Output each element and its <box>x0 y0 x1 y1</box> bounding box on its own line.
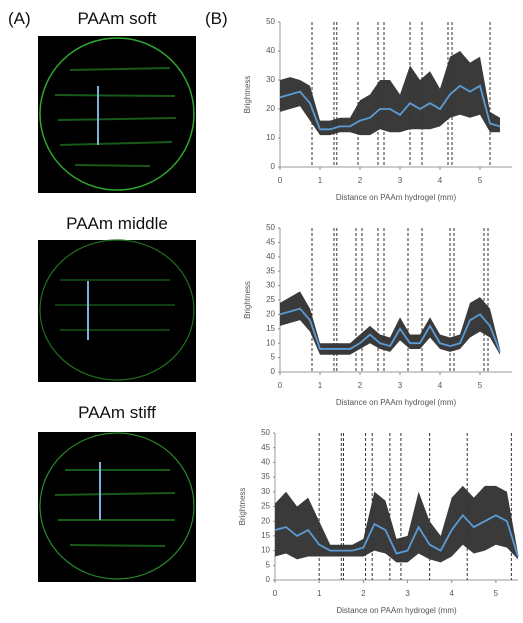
range-band <box>280 291 500 355</box>
x-axis-label: Distance on PAAm hydrogel (mm) <box>336 606 457 615</box>
image-title: PAAm stiff <box>78 403 156 422</box>
y-tick-label: 40 <box>261 458 270 467</box>
x-axis-label: Distance on PAAm hydrogel (mm) <box>336 398 457 407</box>
y-tick-label: 15 <box>261 531 270 540</box>
x-tick-label: 1 <box>318 381 323 390</box>
y-tick-label: 35 <box>266 266 275 275</box>
panel-label: (A) <box>8 9 31 28</box>
micrograph <box>38 432 196 582</box>
x-tick-label: 4 <box>438 381 443 390</box>
x-tick-label: 2 <box>358 381 363 390</box>
y-tick-label: 20 <box>261 516 270 525</box>
micrograph <box>38 239 196 382</box>
y-axis-label: Brightness <box>243 281 252 319</box>
mean-line <box>279 84 501 131</box>
x-tick-label: 1 <box>317 589 322 598</box>
x-tick-label: 0 <box>273 589 278 598</box>
y-tick-label: 20 <box>266 104 275 113</box>
panel-label: (B) <box>205 9 228 28</box>
mean-line <box>274 513 519 557</box>
x-tick-label: 0 <box>278 381 283 390</box>
y-tick-label: 50 <box>266 17 275 26</box>
range-band <box>275 485 518 563</box>
y-tick-label: 0 <box>271 162 276 171</box>
x-tick-label: 2 <box>361 589 366 598</box>
y-tick-label: 25 <box>266 295 275 304</box>
y-tick-label: 45 <box>266 238 275 247</box>
y-tick-label: 50 <box>266 223 275 232</box>
range-band <box>280 51 500 136</box>
y-axis-label: Brightness <box>243 76 252 114</box>
y-tick-label: 10 <box>261 546 270 555</box>
y-tick-label: 30 <box>266 281 275 290</box>
x-tick-label: 5 <box>478 176 483 185</box>
x-tick-label: 1 <box>318 176 323 185</box>
x-tick-label: 5 <box>494 589 499 598</box>
y-tick-label: 10 <box>266 338 275 347</box>
y-tick-label: 20 <box>266 310 275 319</box>
x-tick-label: 3 <box>398 381 403 390</box>
y-tick-label: 40 <box>266 252 275 261</box>
x-tick-label: 3 <box>405 589 410 598</box>
x-tick-label: 4 <box>450 589 455 598</box>
x-tick-label: 3 <box>398 176 403 185</box>
y-tick-label: 10 <box>266 133 275 142</box>
y-tick-label: 50 <box>261 428 270 437</box>
y-tick-label: 45 <box>261 443 270 452</box>
y-tick-label: 5 <box>271 353 276 362</box>
y-tick-label: 25 <box>261 502 270 511</box>
x-tick-label: 2 <box>358 176 363 185</box>
x-axis-label: Distance on PAAm hydrogel (mm) <box>336 193 457 202</box>
x-tick-label: 5 <box>478 381 483 390</box>
y-tick-label: 30 <box>261 487 270 496</box>
image-title: PAAm soft <box>77 9 156 28</box>
x-tick-label: 4 <box>438 176 443 185</box>
mean-line <box>279 307 501 353</box>
y-tick-label: 0 <box>271 367 276 376</box>
micrograph <box>38 36 196 193</box>
y-tick-label: 0 <box>266 575 271 584</box>
y-tick-label: 40 <box>266 46 275 55</box>
x-tick-label: 0 <box>278 176 283 185</box>
y-tick-label: 15 <box>266 324 275 333</box>
y-tick-label: 35 <box>261 472 270 481</box>
y-tick-label: 30 <box>266 75 275 84</box>
image-title: PAAm middle <box>66 214 168 233</box>
y-axis-label: Brightness <box>238 488 247 526</box>
y-tick-label: 5 <box>266 560 271 569</box>
